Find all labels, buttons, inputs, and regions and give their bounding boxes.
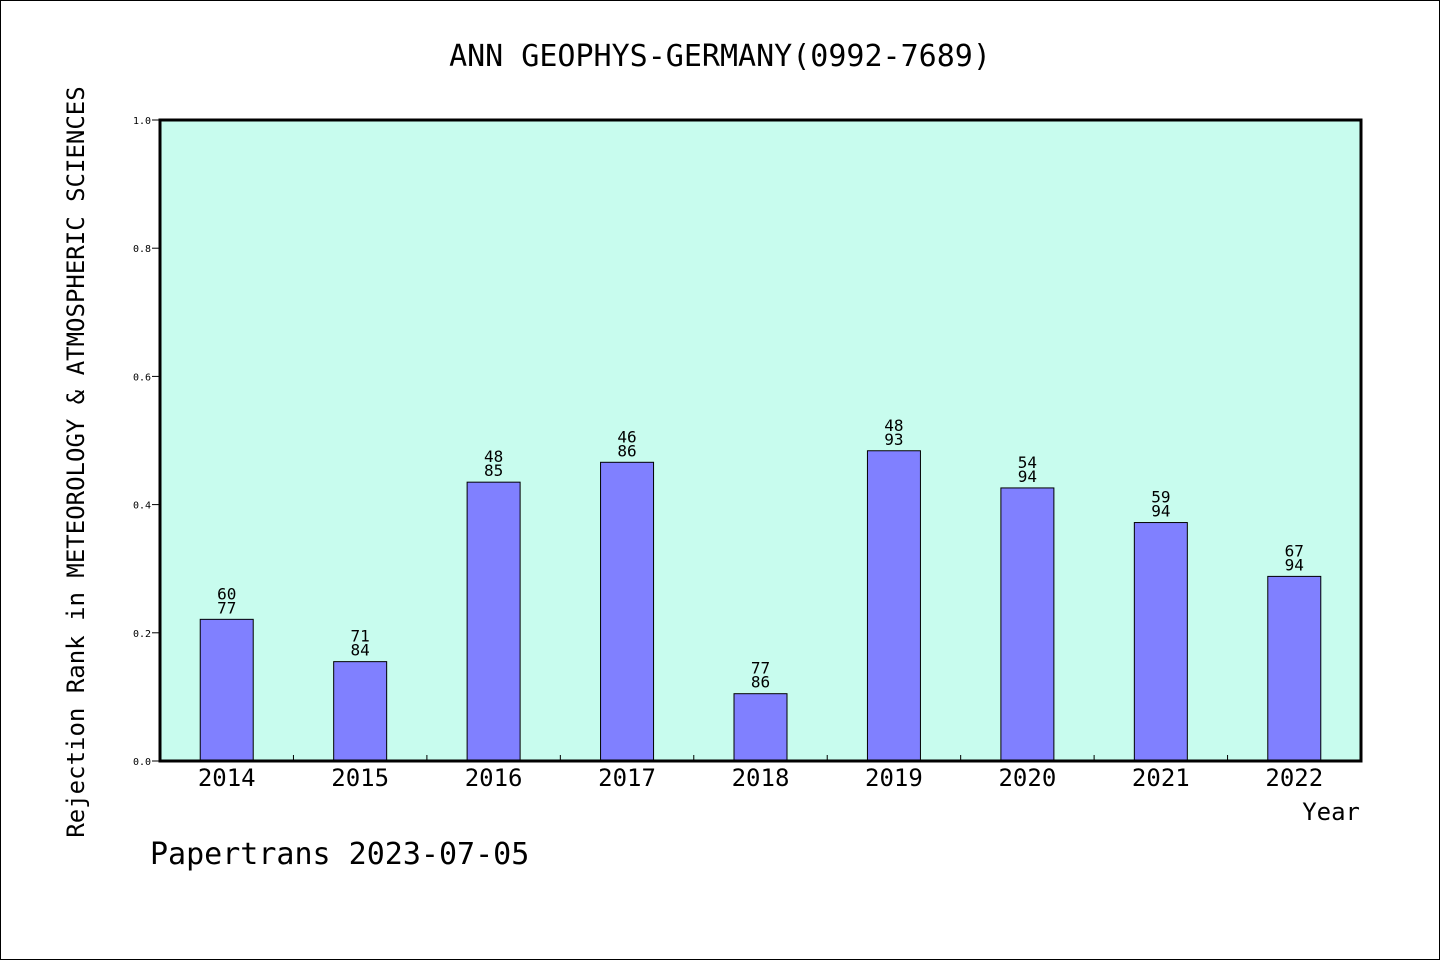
y-tick-label: 0.8 <box>133 244 151 255</box>
x-tick-label: 2015 <box>331 764 389 792</box>
bar-label-bottom: 93 <box>884 430 903 449</box>
x-tick-label: 2018 <box>732 764 790 792</box>
bar-label-top: 46 <box>617 427 636 446</box>
x-tick-label: 2022 <box>1265 764 1323 792</box>
bar-2021 <box>1133 522 1188 762</box>
y-tick-label: 0.2 <box>133 629 151 640</box>
bar-2015 <box>333 661 388 762</box>
bar-label-top: 71 <box>351 627 370 646</box>
bar-label-top: 77 <box>751 659 770 678</box>
bar-label-bottom: 85 <box>484 461 503 480</box>
bar-2016 <box>466 481 521 762</box>
bar-label-bottom: 86 <box>751 673 770 692</box>
plot-border <box>158 118 1363 763</box>
bar-label-top: 48 <box>884 416 903 435</box>
y-tick-label: 0.4 <box>133 501 151 512</box>
bar-label-top: 48 <box>484 447 503 466</box>
x-tick-label: 2020 <box>998 764 1056 792</box>
bar-2020 <box>1000 487 1055 762</box>
y-tick-label: 0.0 <box>133 757 151 768</box>
bar-2022 <box>1267 575 1322 762</box>
chart-title: ANN GEOPHYS-GERMANY(0992-7689) <box>449 39 991 74</box>
x-tick-label: 2017 <box>598 764 656 792</box>
bar-label-bottom: 94 <box>1151 502 1170 521</box>
bar-label-top: 54 <box>1018 453 1037 472</box>
bar-2017 <box>600 461 655 762</box>
bar-label-bottom: 94 <box>1285 555 1304 574</box>
x-axis-label: Year <box>1302 798 1360 826</box>
bar-2019 <box>866 450 921 762</box>
y-axis-ticks: 0.0 0.2 0.4 0.6 0.8 1.0 <box>133 116 160 768</box>
x-tick-label: 2014 <box>198 764 256 792</box>
bars-group <box>199 450 1322 762</box>
bar-label-top: 67 <box>1285 541 1304 560</box>
bar-2014 <box>199 618 254 762</box>
y-tick-label: 1.0 <box>133 116 151 127</box>
x-tick-label: 2021 <box>1132 764 1190 792</box>
y-tick-label: 0.6 <box>133 372 151 383</box>
x-axis-ticks: 2014 2015 2016 2017 2018 2019 2020 2021 2022 <box>198 755 1323 792</box>
y-axis-label: Rejection Rank in METEOROLOGY & ATMOSPHE… <box>62 86 90 837</box>
bar-label-top: 59 <box>1151 488 1170 507</box>
bar-label-bottom: 94 <box>1018 467 1037 486</box>
bar-2018 <box>733 693 788 762</box>
x-tick-label: 2019 <box>865 764 923 792</box>
bar-label-bottom: 86 <box>617 441 636 460</box>
bar-label-top: 60 <box>217 584 236 603</box>
bar-label-bottom: 77 <box>217 598 236 617</box>
x-tick-label: 2016 <box>465 764 523 792</box>
footer-text: Papertrans 2023-07-05 <box>150 837 529 872</box>
bar-label-bottom: 84 <box>351 641 370 660</box>
